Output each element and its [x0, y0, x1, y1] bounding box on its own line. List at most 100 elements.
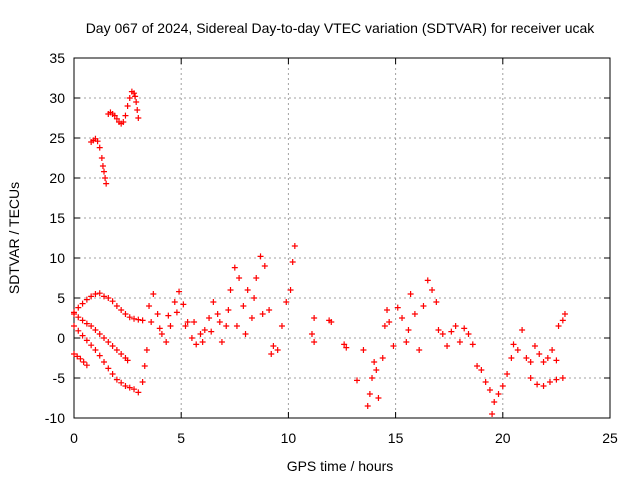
data-point — [206, 315, 213, 321]
series-late-scatter — [308, 277, 568, 417]
data-point — [150, 291, 157, 297]
data-point — [96, 352, 103, 359]
data-point — [233, 323, 240, 329]
data-point — [420, 303, 427, 309]
data-point — [373, 367, 380, 373]
data-point — [135, 115, 142, 121]
data-point — [519, 327, 526, 333]
data-point — [88, 323, 95, 329]
data-point — [199, 339, 206, 345]
data-point — [435, 327, 442, 333]
data-point — [188, 335, 195, 341]
data-point — [122, 311, 129, 317]
data-point — [113, 115, 120, 122]
y-tick-label: 30 — [49, 90, 65, 106]
data-point — [504, 371, 511, 377]
data-point — [139, 379, 146, 385]
data-point — [118, 351, 125, 357]
data-point — [148, 319, 155, 325]
data-point — [489, 411, 496, 417]
data-point — [242, 331, 249, 337]
data-point — [399, 315, 406, 321]
data-point — [452, 323, 459, 329]
data-point — [132, 93, 139, 100]
data-point — [210, 299, 217, 305]
data-point — [133, 99, 140, 105]
data-point — [92, 347, 99, 353]
y-tick-label: 25 — [49, 130, 65, 146]
data-point — [508, 355, 515, 361]
data-point — [369, 375, 376, 381]
data-point — [135, 316, 142, 323]
data-point — [381, 323, 388, 329]
data-point — [341, 341, 348, 348]
data-point — [131, 386, 138, 393]
data-point — [94, 138, 101, 145]
data-point — [96, 290, 103, 297]
data-point — [491, 399, 498, 405]
data-point — [225, 307, 232, 313]
data-point — [461, 325, 468, 332]
data-point — [465, 331, 472, 337]
data-point — [71, 309, 77, 316]
data-point — [523, 355, 530, 361]
data-point — [83, 320, 90, 327]
data-point — [231, 264, 238, 271]
data-point — [407, 291, 414, 297]
chart-title: Day 067 of 2024, Sidereal Day-to-day VTE… — [86, 20, 596, 36]
data-point — [184, 319, 191, 325]
data-point — [416, 347, 423, 353]
data-point — [131, 90, 138, 97]
series-early-high — [88, 88, 142, 187]
data-point — [201, 327, 208, 333]
data-point — [227, 287, 234, 293]
data-point — [113, 347, 120, 353]
data-point — [134, 107, 141, 113]
data-point — [360, 347, 367, 353]
data-point — [261, 263, 268, 269]
data-point — [208, 328, 215, 335]
data-point — [218, 339, 225, 345]
data-point — [99, 163, 106, 169]
data-point — [193, 341, 200, 348]
data-point — [291, 243, 298, 249]
data-point — [287, 287, 294, 293]
data-point — [379, 355, 386, 361]
data-point — [109, 343, 116, 349]
data-point — [527, 359, 534, 365]
data-point — [79, 332, 86, 339]
data-point — [433, 299, 440, 305]
data-point — [176, 288, 183, 295]
data-point — [79, 317, 86, 324]
data-point — [83, 362, 90, 369]
data-point — [411, 311, 418, 317]
data-point — [173, 309, 180, 316]
data-point — [311, 315, 318, 321]
series-mid-cloud — [146, 243, 298, 357]
data-point — [311, 339, 318, 345]
data-point — [182, 323, 189, 329]
data-point — [456, 339, 463, 345]
x-tick-label: 15 — [388, 430, 404, 446]
data-point — [495, 391, 502, 397]
data-point — [270, 343, 277, 349]
x-tick-label: 10 — [281, 430, 297, 446]
data-point — [171, 299, 178, 305]
data-point — [289, 259, 296, 265]
data-point — [534, 381, 541, 388]
data-point — [71, 323, 77, 329]
data-point — [278, 323, 285, 329]
data-point — [124, 357, 131, 364]
data-point — [74, 353, 81, 360]
data-point — [156, 325, 163, 332]
data-point — [499, 383, 506, 389]
x-tick-label: 0 — [70, 430, 78, 446]
data-point — [105, 339, 112, 345]
data-point — [101, 359, 108, 365]
data-point — [71, 351, 77, 357]
data-point — [191, 319, 198, 325]
data-point — [111, 112, 118, 119]
data-point — [253, 275, 260, 281]
data-point — [248, 315, 255, 321]
